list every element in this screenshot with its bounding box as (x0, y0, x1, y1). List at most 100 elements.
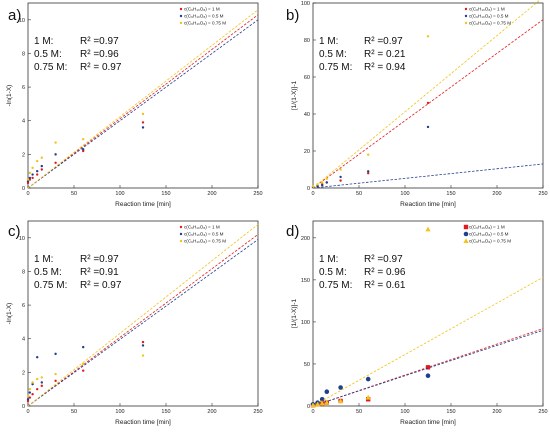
data-point-0.75M (26, 394, 30, 398)
data-point-0.5M (26, 180, 30, 183)
y-axis-label-c: -ln(1-X) (6, 303, 13, 325)
fit-line-1M (27, 234, 259, 407)
x-tick-label: 250 (538, 191, 547, 197)
data-point-0.5M (36, 356, 39, 359)
y-tick-label: 6 (22, 85, 25, 91)
fit-line-0.5M (27, 19, 259, 189)
data-point-1M (82, 149, 85, 153)
panel-c: 0 50 100 150 200 250 0 2 4 6 8 10 c) 1 M: R² =0.97 … (6, 220, 263, 426)
annotation-label-0-5m: 0.5 M: (319, 267, 347, 278)
annotation-block-a: 1 M: R² =0.97 0.5 M: R² =0.96 0.75 M: R²… (34, 36, 122, 73)
panel-b: 0 50 100 150 200 250 0 20 40 60 80 100 b) 1 M: R² =… (286, 0, 548, 208)
legend-marker-1M (179, 7, 183, 11)
plot-frame (312, 220, 544, 407)
x-tick-label: 100 (400, 191, 409, 197)
data-point-1M (367, 172, 370, 175)
legend-marker-0.75M (464, 21, 468, 25)
y-tick-label: 6 (22, 303, 25, 309)
data-point-1M (141, 340, 145, 344)
annotation-label-0-5m: 0.5 M: (34, 267, 62, 278)
annotation-block-c: 1 M: R² =0.97 0.5 M: R² =0.91 0.75 M: R²… (34, 254, 122, 291)
x-tick-label: 100 (400, 409, 409, 415)
x-axis-label-b: Reaction time [min] (400, 201, 456, 208)
panel-a: 0 50 100 150 200 250 0 2 4 6 8 10 a) 1 M: R² =0.97 … (6, 2, 263, 208)
data-point-0.5M (40, 164, 43, 168)
legend-entry-0-75m: c(C₆H₁₀O₈) = 0.75 M (469, 21, 511, 26)
data-point-1M (426, 101, 430, 105)
plot-area-c: 0 50 100 150 200 250 0 2 4 6 8 10 (19, 220, 263, 415)
data-point-1M (40, 168, 43, 171)
panel-label-a: a) (8, 7, 21, 24)
fit-line-0.75M (312, 276, 544, 407)
legend-entry-0-5m: c(C₆H₁₀O₈) = 0.5 M (469, 232, 509, 237)
x-tick-label: 100 (115, 191, 124, 197)
data-point-0.75M (26, 178, 30, 181)
plot-area-d: 0 50 100 150 200 250 0 50 100 150 200 (301, 220, 548, 415)
legend-entry-0-75m: c(C₆H₁₀O₈) = 0.75 M (184, 239, 226, 244)
annotation-value-1m: R² =0.97 (80, 254, 119, 265)
y-tick-label: 10 (19, 236, 25, 242)
data-point-0.75M (310, 402, 316, 408)
y-tick-label: 4 (22, 119, 25, 125)
data-point-0.5M (365, 376, 371, 382)
x-axis-label-a: Reaction time [min] (115, 201, 171, 208)
annotation-value-0-75m: R² = 0.94 (364, 62, 406, 73)
annotation-label-1m: 1 M: (319, 254, 338, 265)
data-point-1M (28, 396, 32, 399)
x-tick-label: 150 (161, 409, 170, 415)
y-tick-label: 60 (304, 75, 310, 81)
data-point-0.5M (54, 153, 57, 156)
annotation-block-b: 1 M: R² =0.97 0.5 M: R² = 0.21 0.75 M: R… (319, 36, 406, 73)
plot-frame (27, 220, 259, 407)
data-point-0.75M (367, 153, 370, 156)
legend-entry-1m: c(C₆H₁₀O₈) = 1 M (184, 225, 220, 230)
x-tick-label: 150 (161, 191, 170, 197)
data-point-0.75M (54, 372, 57, 376)
x-axis-label-d: Reaction time [min] (400, 419, 456, 426)
legend-marker-0.5M (463, 231, 469, 237)
x-tick-label: 150 (446, 409, 455, 415)
legend-marker-0.75M (179, 239, 183, 243)
y-tick-label: 0 (307, 186, 310, 192)
data-point-0.5M (31, 173, 34, 176)
y-tick-label: 8 (22, 269, 25, 275)
y-tick-label: 20 (304, 149, 310, 155)
data-point-0.75M (321, 181, 324, 184)
data-point-0.75M (338, 398, 344, 403)
data-point-0.75M (31, 166, 34, 170)
legend-d: c(C₆H₁₀O₈) = 1 M c(C₆H₁₀O₈) = 0.5 M c(C₆… (469, 225, 511, 244)
fit-line-0.5M (312, 329, 544, 407)
data-point-1M (36, 387, 39, 391)
x-tick-label: 200 (207, 409, 216, 415)
data-point-0.75M (315, 401, 321, 407)
data-point-0.75M (324, 399, 330, 405)
plot-area-a: 0 50 100 150 200 250 0 2 4 6 8 10 (19, 2, 263, 197)
y-tick-label: 50 (304, 362, 310, 368)
data-point-1M (54, 379, 57, 382)
legend-entry-0-75m: c(C₆H₁₀O₈) = 0.75 M (184, 21, 226, 26)
y-tick-label: 0 (307, 404, 310, 410)
y-tick-label: 40 (304, 112, 310, 118)
x-tick-label: 250 (253, 409, 262, 415)
annotation-value-0-5m: R² =0.91 (80, 267, 119, 278)
data-point-0.75M (426, 35, 430, 38)
data-point-1M (28, 178, 32, 181)
x-tick-label: 150 (446, 191, 455, 197)
y-tick-label: 2 (22, 370, 25, 376)
data-point-0.75M (425, 226, 431, 232)
data-point-0.75M (82, 362, 85, 366)
data-point-0.5M (338, 385, 343, 390)
x-tick-label: 50 (71, 409, 77, 415)
plot-frame (312, 2, 544, 189)
data-point-0.5M (324, 389, 330, 395)
data-point-0.5M (141, 126, 145, 129)
x-tick-label: 200 (492, 409, 501, 415)
annotation-label-0-75m: 0.75 M: (34, 62, 67, 73)
annotation-value-1m: R² =0.97 (364, 36, 403, 47)
data-point-1M (26, 399, 30, 403)
data-point-1M (54, 161, 57, 164)
x-tick-label: 0 (311, 409, 314, 415)
data-point-0.5M (31, 382, 34, 386)
data-point-0.75M (141, 112, 145, 116)
